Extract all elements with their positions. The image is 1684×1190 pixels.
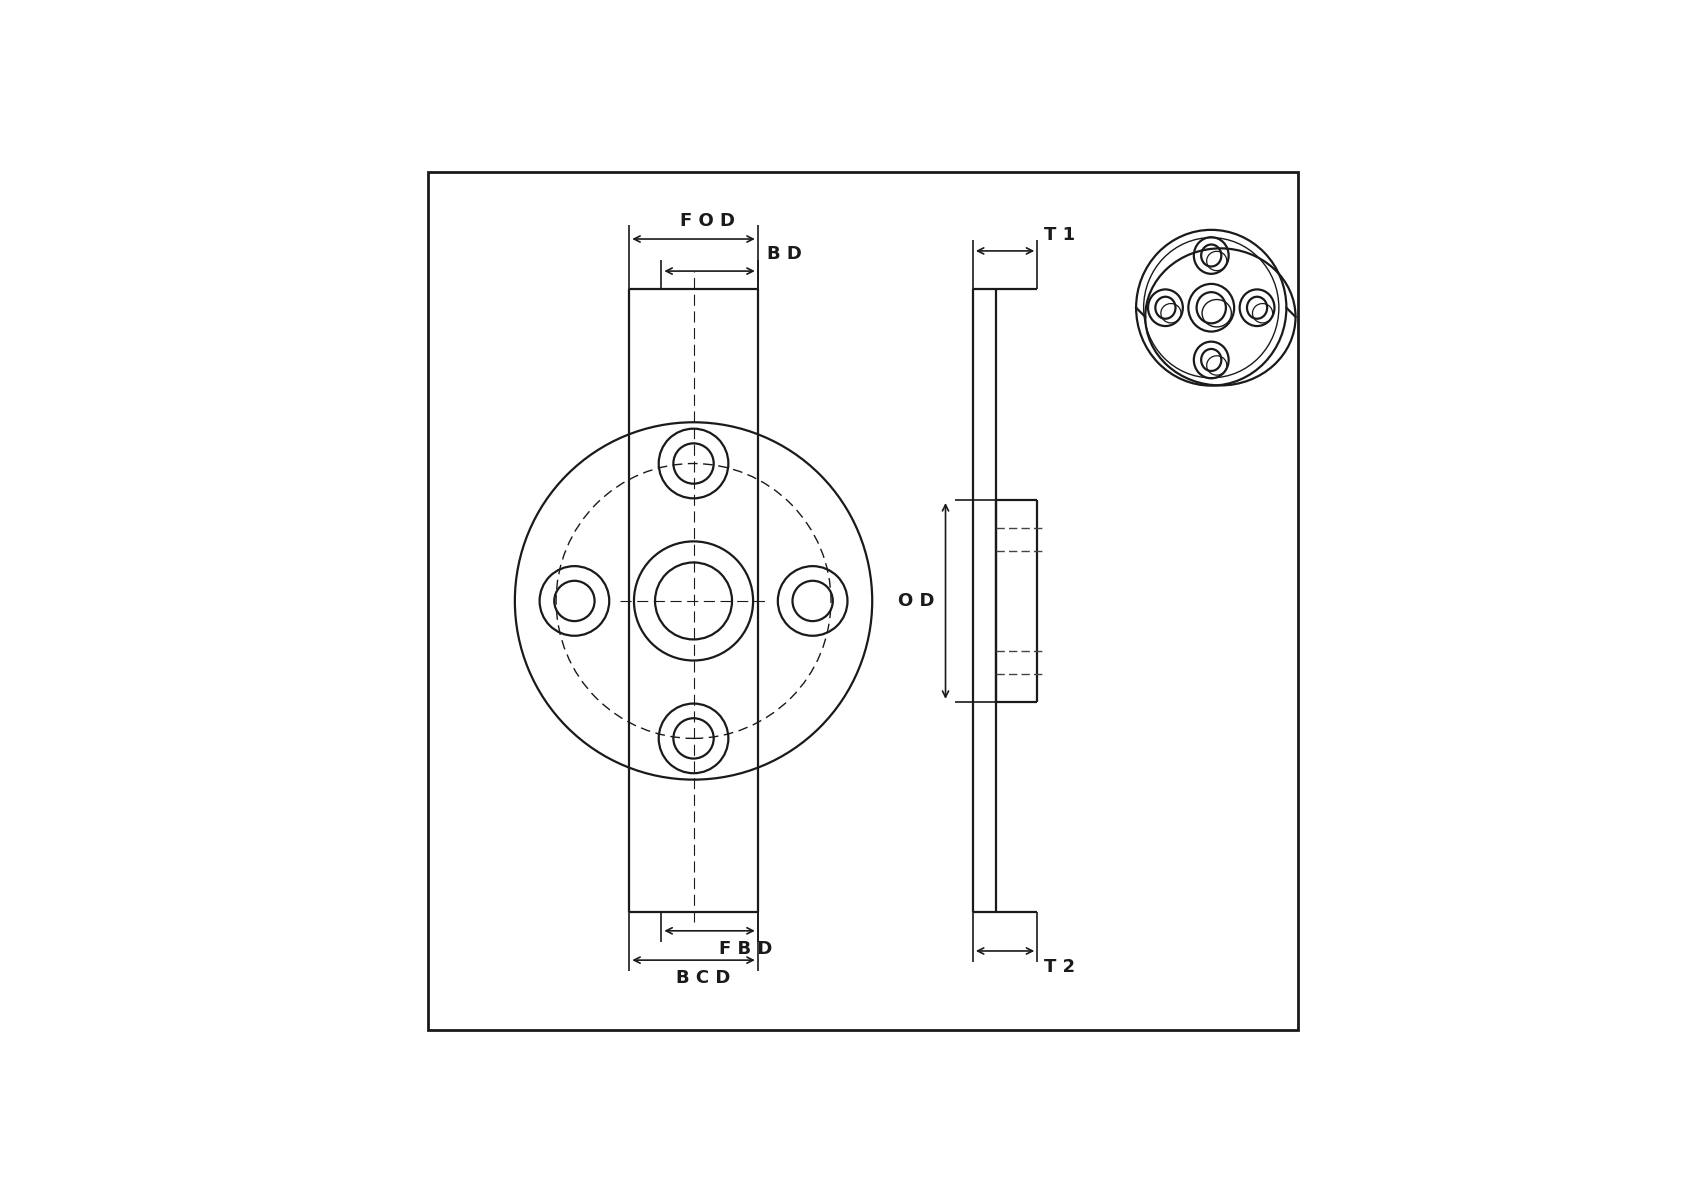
Text: F B D: F B D: [719, 940, 773, 958]
Text: T 1: T 1: [1044, 226, 1076, 244]
Text: B C D: B C D: [675, 970, 729, 988]
Text: T 2: T 2: [1044, 958, 1076, 976]
Text: B D: B D: [766, 245, 802, 263]
Text: F O D: F O D: [680, 212, 734, 230]
Text: O D: O D: [898, 591, 935, 610]
